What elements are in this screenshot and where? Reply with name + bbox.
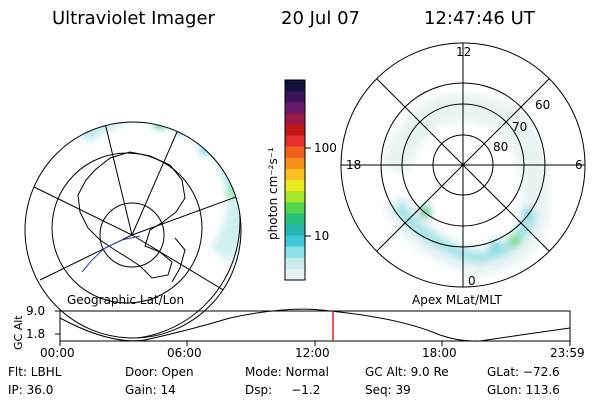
right-aurora-emission [381, 93, 550, 277]
colorbar-band [285, 80, 305, 92]
time-tick-2359: 23:59 [550, 346, 585, 360]
colorbar-band [285, 91, 305, 103]
instrument-title: Ultraviolet Imager [52, 8, 215, 29]
info-dsp: Dsp: −1.2 [245, 383, 321, 397]
colorbar-band [285, 180, 305, 192]
info-glon: GLon: 113.6 [487, 383, 560, 397]
left-panel-caption: Geographic Lat/Lon [67, 293, 185, 307]
colorbar-band [285, 191, 305, 203]
colorbar-tick-100: 100 [314, 141, 337, 155]
colorbar-band [285, 135, 305, 148]
time-tick-1800: 18:00 [422, 346, 457, 360]
mlt-label-12: 12 [456, 45, 472, 59]
mlat-label-80: 80 [493, 140, 509, 154]
longitude-lines [29, 122, 241, 301]
colorbar-band [285, 202, 305, 214]
info-gc-alt: GC Alt: 9.0 Re [365, 365, 449, 379]
info-mode: Mode: Normal [245, 365, 329, 379]
right-panel-caption: Apex MLat/MLT [412, 293, 502, 307]
altitude-curve [59, 308, 571, 342]
info-door: Door: Open [125, 365, 194, 379]
satellite-track [81, 235, 141, 273]
left-aurora-emission [72, 122, 241, 263]
info-ip: IP: 36.0 [8, 383, 54, 397]
mlt-label-6: 6 [575, 158, 583, 172]
colorbar-band [285, 257, 305, 270]
mlt-lines [341, 43, 585, 287]
colorbar-band [285, 168, 305, 181]
mlt-label-0: 0 [468, 274, 476, 288]
info-gain: Gain: 14 [125, 383, 176, 397]
colorbar-label: photon cm⁻²s⁻¹ [266, 147, 280, 240]
time-tick-1200: 12:00 [295, 346, 330, 360]
geographic-map-panel [24, 75, 242, 339]
colorbar-band [285, 235, 305, 248]
latitude-circles [25, 122, 241, 338]
colorbar-band [285, 224, 305, 237]
altitude-tick-9: 9.0 [26, 304, 46, 318]
colorbar [285, 80, 305, 281]
altitude-tick-1-8: 1.8 [26, 327, 46, 341]
australia-coastline [200, 75, 240, 120]
colorbar-band [285, 268, 305, 281]
antarctica-coastline [77, 151, 186, 279]
info-glat: GLat: −72.6 [487, 365, 560, 379]
colorbar-band [285, 124, 305, 137]
colorbar-tick-10: 10 [314, 229, 330, 243]
altitude-axis-label: GC Alt [12, 315, 25, 350]
mlat-label-70: 70 [512, 120, 528, 134]
info-flt: Flt: LBHL [8, 365, 62, 379]
colorbar-band [285, 113, 305, 125]
time-tick-0600: 06:00 [167, 346, 202, 360]
colorbar-band [285, 213, 305, 225]
image-date: 20 Jul 07 [281, 8, 360, 29]
colorbar-band [285, 246, 305, 259]
magnetic-map-panel [340, 42, 586, 288]
colorbar-band [285, 102, 305, 114]
altitude-plot [55, 308, 571, 346]
mlt-label-18: 18 [346, 158, 362, 172]
colorbar-band [285, 157, 305, 170]
info-seq: Seq: 39 [365, 383, 411, 397]
time-tick-0000: 00:00 [40, 346, 75, 360]
colorbar-band [285, 146, 305, 159]
mlat-label-60: 60 [535, 98, 551, 112]
image-time: 12:47:46 UT [424, 8, 535, 29]
